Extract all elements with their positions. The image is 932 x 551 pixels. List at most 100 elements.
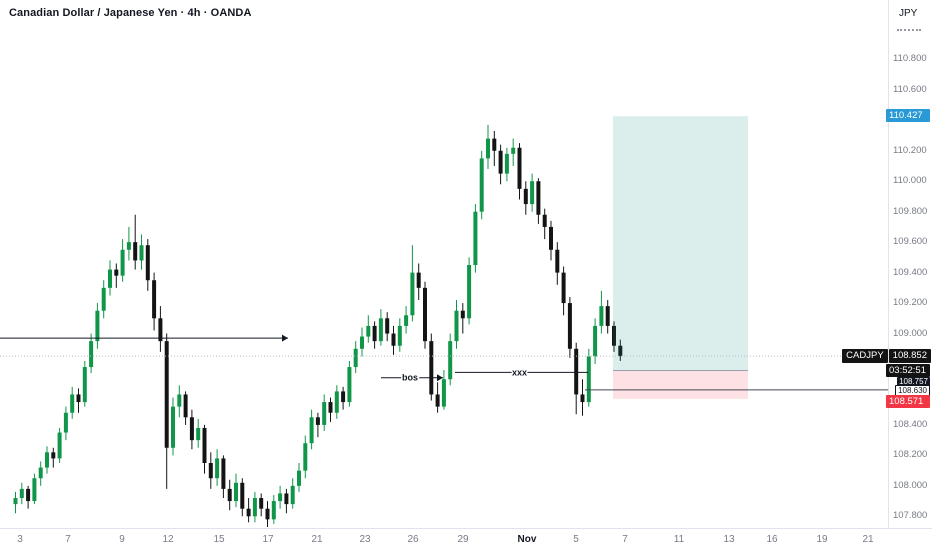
candle (486, 138, 490, 159)
candle (26, 488, 31, 502)
candle (334, 391, 339, 413)
candle (315, 417, 320, 425)
candle (467, 265, 472, 319)
price-tick: 110.800 (893, 53, 927, 65)
time-axis[interactable]: 3 7 9 12 15 17 21 23 26 29 Nov 5 7 11 13 16 19 21 (0, 528, 932, 551)
candle (152, 280, 157, 319)
candle (567, 303, 572, 349)
candle (366, 325, 371, 337)
candle (120, 249, 125, 276)
time-tick: 5 (573, 534, 579, 545)
candle (353, 348, 358, 368)
candle (215, 458, 220, 479)
candle (158, 318, 163, 342)
candle (57, 432, 62, 459)
time-tick: 16 (766, 534, 778, 545)
candle (429, 341, 434, 395)
candle (410, 272, 415, 316)
candle (32, 478, 37, 502)
chart-title: Canadian Dollar / Japanese Yen · 4h · OA… (9, 7, 252, 19)
candle (13, 498, 18, 505)
candle (309, 417, 314, 444)
time-tick: 17 (262, 534, 274, 545)
time-tick: 7 (622, 534, 628, 545)
candle (82, 367, 87, 403)
candle (580, 394, 585, 403)
candle (171, 406, 175, 448)
candle (114, 269, 119, 276)
time-tick: 23 (359, 534, 371, 545)
candle (177, 394, 182, 407)
chart-canvas[interactable]: bos xxx (0, 0, 888, 528)
candle (454, 310, 459, 342)
price-axis[interactable]: JPY 110.800 110.600 110.200 110.000 109.800 1… (888, 0, 932, 528)
candle (586, 356, 591, 403)
time-tick: 3 (17, 534, 23, 545)
candle (208, 462, 213, 479)
candle (549, 226, 553, 250)
candle (542, 214, 547, 227)
candle (19, 488, 24, 499)
candle (227, 488, 232, 502)
candle (297, 470, 301, 486)
candle (322, 402, 327, 425)
candle (391, 333, 396, 346)
candles (13, 124, 623, 527)
time-tick: 21 (311, 534, 323, 545)
long-position-profit-zone[interactable] (613, 116, 748, 371)
candle (479, 158, 484, 212)
price-tick: 109.200 (893, 297, 928, 309)
candle (385, 318, 390, 334)
candle (397, 325, 402, 346)
candle (618, 345, 623, 357)
axis-dots-indicator (897, 29, 921, 31)
price-tick: 108.000 (893, 479, 928, 491)
price-tick: 108.400 (893, 418, 928, 430)
candle (290, 485, 295, 505)
candle (423, 287, 427, 342)
currency-label: JPY (899, 8, 918, 19)
candle (265, 508, 270, 520)
candle (473, 211, 478, 266)
long-position-loss-zone[interactable] (613, 370, 748, 399)
price-tick: 110.600 (893, 83, 927, 95)
candle (492, 138, 497, 151)
price-tick: 109.400 (893, 266, 928, 278)
candle (435, 394, 440, 407)
candle (303, 443, 308, 471)
candle (561, 272, 566, 304)
candle (202, 427, 207, 463)
price-tick: 107.800 (893, 510, 928, 522)
candle (70, 394, 75, 413)
time-tick: 26 (407, 534, 419, 545)
resistance-arrow-line-arrowhead (282, 334, 288, 342)
time-tick: 13 (723, 534, 735, 545)
candle (221, 458, 226, 489)
candle (523, 188, 528, 205)
candle (95, 310, 100, 342)
candle (599, 306, 604, 326)
candle (145, 245, 150, 281)
time-tick: 11 (673, 534, 685, 545)
bos-arrow-line-label: bos (402, 373, 418, 383)
candle (183, 394, 188, 418)
candle (511, 147, 516, 154)
candle (234, 482, 238, 502)
candle (498, 150, 503, 174)
candle (328, 402, 333, 413)
candle (574, 348, 579, 395)
candle (139, 245, 144, 261)
candle (108, 269, 112, 288)
candle (460, 310, 465, 319)
candle (441, 379, 446, 407)
candle (89, 341, 94, 368)
candle (612, 325, 616, 346)
price-tick: 110.200 (893, 144, 927, 156)
candle (189, 417, 194, 441)
candle (341, 391, 346, 403)
candle (133, 242, 138, 261)
candle (252, 498, 257, 517)
candle (164, 341, 169, 448)
time-tick: 9 (119, 534, 125, 545)
time-tick: 7 (65, 534, 71, 545)
